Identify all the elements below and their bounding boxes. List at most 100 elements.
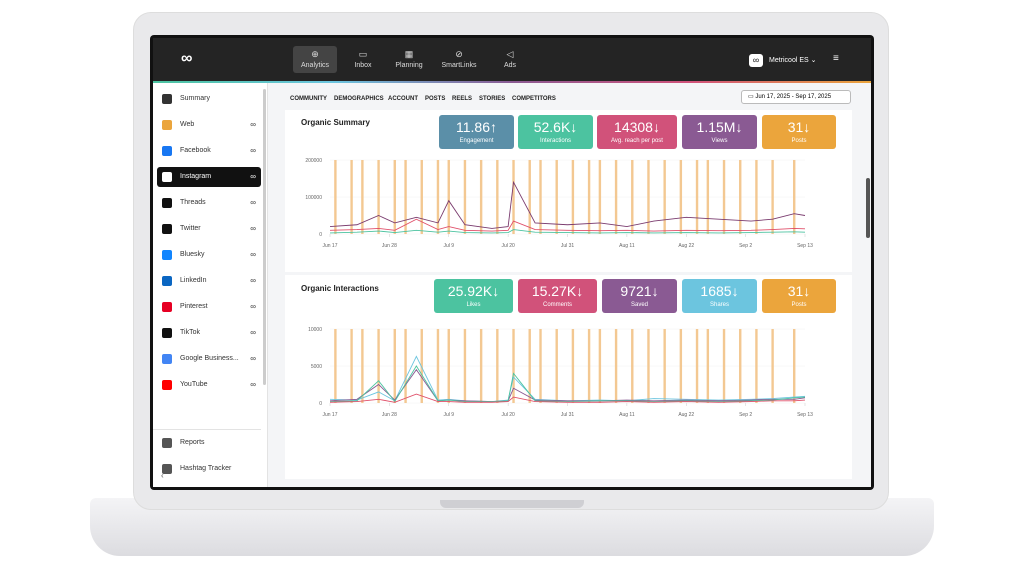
kpi-number: 52.6K: [533, 119, 571, 135]
sidebar-label: Bluesky: [180, 251, 205, 258]
sidebar-icon: [162, 380, 172, 390]
tab[interactable]: COMPETITORS: [512, 96, 556, 102]
sidebar-label: Threads: [180, 199, 206, 206]
post-bar: [361, 160, 364, 234]
tab[interactable]: ACCOUNT: [388, 96, 418, 102]
tab[interactable]: COMMUNITY: [290, 96, 327, 102]
section-title: Organic Interactions: [301, 284, 379, 293]
tab[interactable]: STORIES: [479, 96, 506, 102]
nav-item[interactable]: ⊕ Analytics: [293, 46, 337, 73]
post-bar: [393, 329, 396, 403]
interactions-card: Organic Interactions 25.92K↓ Likes 15.27K↓ C…: [285, 275, 852, 479]
series-line: [329, 180, 806, 229]
kpi-value: 31↓: [762, 119, 836, 135]
kpi-trend: ↓: [735, 119, 743, 135]
laptop-notch: [440, 500, 584, 508]
account-avatar: ∞: [749, 54, 763, 67]
kpi-card[interactable]: 11.86↑ Engagement: [439, 115, 514, 149]
nav-item[interactable]: ⊘ SmartLinks: [437, 46, 481, 73]
kpi-value: 1685↓: [682, 283, 757, 299]
x-tick-label: Sep 13: [797, 243, 813, 249]
nav-label: Inbox: [354, 62, 372, 69]
sidebar-item[interactable]: Instagram ∞: [157, 167, 261, 187]
kpi-label: Saved: [630, 302, 648, 308]
sidebar-item[interactable]: Pinterest ∞: [157, 297, 261, 317]
tool-icon: [162, 464, 172, 474]
post-bar: [393, 160, 396, 234]
post-bar: [663, 160, 666, 234]
kpi-card[interactable]: 1.15M↓ Views: [682, 115, 757, 149]
connection-badge: ∞: [250, 146, 256, 155]
tool-item[interactable]: Hashtag Tracker: [157, 459, 261, 479]
sidebar-item[interactable]: Facebook ∞: [157, 141, 261, 161]
sidebar-icon: [162, 276, 172, 286]
post-bar: [420, 160, 423, 234]
sidebar-item[interactable]: Summary: [157, 89, 261, 109]
account-name[interactable]: Metricool ES ⌄: [769, 57, 817, 64]
sidebar-item[interactable]: Twitter ∞: [157, 219, 261, 239]
tab[interactable]: REELS: [452, 96, 473, 102]
sidebar-item[interactable]: LinkedIn ∞: [157, 271, 261, 291]
x-tick-label: Jun 17: [322, 412, 337, 418]
x-tick-label: Jun 28: [382, 243, 397, 249]
collapse-icon[interactable]: ‹: [161, 471, 164, 480]
kpi-card[interactable]: 14308↓ Avg. reach per post: [597, 115, 677, 149]
kpi-label: Comments: [542, 302, 572, 308]
post-bar: [614, 160, 618, 234]
account-label: Metricool ES: [769, 57, 809, 64]
kpi-trend: ↓: [576, 283, 584, 299]
kpi-number: 25.92K: [447, 283, 493, 299]
sidebar-item[interactable]: Threads ∞: [157, 193, 261, 213]
post-bar: [447, 160, 450, 234]
date-picker[interactable]: ▭ Jun 17, 2025 - Sep 17, 2025: [741, 90, 851, 104]
x-tick-label: Sep 2: [739, 412, 752, 418]
kpi-value: 25.92K↓: [434, 283, 513, 299]
kpi-trend: ↓: [492, 283, 500, 299]
tab[interactable]: POSTS: [425, 96, 446, 102]
connection-badge: ∞: [250, 198, 256, 207]
post-bar: [447, 329, 450, 403]
post-bar: [739, 160, 742, 234]
sidebar-icon: [162, 198, 172, 208]
tool-item[interactable]: Reports: [157, 433, 261, 453]
sidebar-icon: [162, 120, 172, 130]
post-bar: [463, 160, 467, 234]
kpi-card[interactable]: 52.6K↓ Interactions: [518, 115, 593, 149]
nav-item[interactable]: ◁ Ads: [488, 46, 532, 73]
nav-item[interactable]: ▦ Planning: [387, 46, 431, 73]
sidebar-item[interactable]: Bluesky ∞: [157, 245, 261, 265]
kpi-card[interactable]: 1685↓ Shares: [682, 279, 757, 313]
y-tick-label: 200000: [305, 158, 322, 164]
chart: 0 5000 10000 Jun 17 Jun 28 Jul 9 Jul 20 Jul 31 A…: [308, 327, 813, 418]
logo[interactable]: ∞: [181, 50, 193, 67]
divider: [153, 429, 261, 430]
post-bar: [679, 160, 683, 234]
kpi-value: 31↓: [762, 283, 836, 299]
sidebar-item[interactable]: TikTok ∞: [157, 323, 261, 343]
kpi-trend: ↓: [803, 283, 811, 299]
sidebar-item[interactable]: YouTube ∞: [157, 375, 261, 395]
x-tick-label: Aug 22: [678, 412, 694, 418]
kpi-value: 11.86↑: [439, 119, 514, 135]
kpi-card[interactable]: 31↓ Posts: [762, 115, 836, 149]
sidebar-item[interactable]: Google Business... ∞: [157, 349, 261, 369]
kpi-card[interactable]: 25.92K↓ Likes: [434, 279, 513, 313]
x-tick-label: Jul 20: [501, 243, 515, 249]
kpi-card[interactable]: 31↓ Posts: [762, 279, 836, 313]
post-bar: [528, 329, 531, 403]
kpi-card[interactable]: 15.27K↓ Comments: [518, 279, 597, 313]
post-bar: [695, 329, 699, 403]
kpi-card[interactable]: 9721↓ Saved: [602, 279, 677, 313]
scrollbar: [263, 89, 266, 385]
sidebar-label: LinkedIn: [180, 277, 207, 284]
tool-item[interactable]: Brand settings: [157, 485, 261, 487]
series-line: [329, 365, 806, 403]
sidebar-label: Twitter: [180, 225, 201, 232]
sidebar-label: TikTok: [180, 329, 200, 336]
nav-item[interactable]: ▭ Inbox: [341, 46, 385, 73]
menu-icon[interactable]: ≡: [833, 53, 839, 64]
tab[interactable]: DEMOGRAPHICS: [334, 96, 384, 102]
sidebar-item[interactable]: Web ∞: [157, 115, 261, 135]
kpi-trend: ↓: [570, 119, 578, 135]
